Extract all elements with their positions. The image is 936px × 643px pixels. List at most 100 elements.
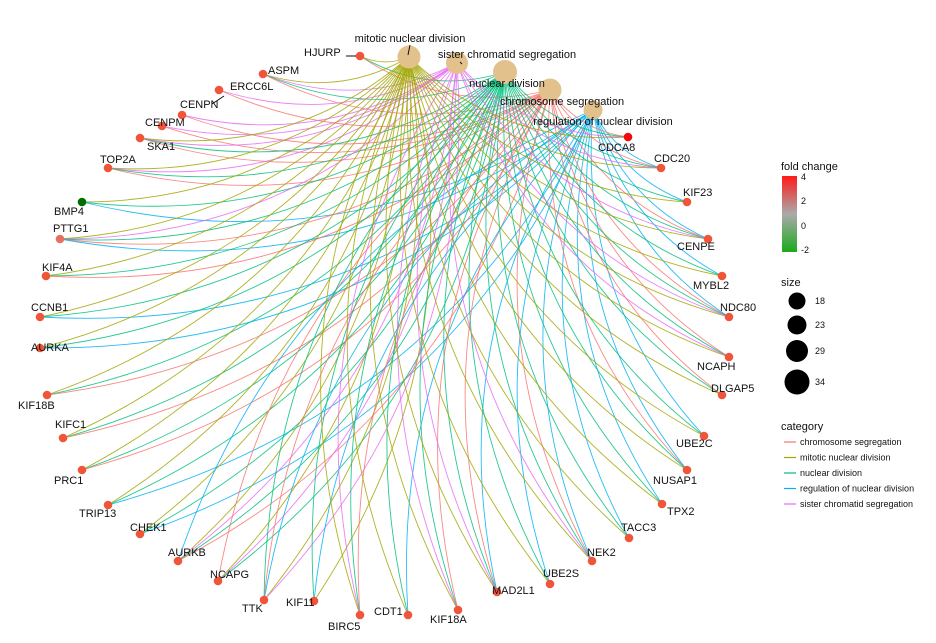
edge-ttk-nuclear [263, 71, 506, 601]
gene-node-cenpe [703, 234, 713, 244]
gene-node-chek1 [135, 529, 145, 539]
gene-node-ndc80 [724, 312, 734, 322]
gene-node-top2a [103, 163, 113, 173]
edge-ska1-mitotic [139, 56, 410, 142]
gene-label-ercc6l: ERCC6L [230, 81, 273, 93]
edge-mybl2-mitotic [408, 56, 723, 277]
edge-birc5-nuclear [350, 71, 506, 616]
gene-label-top2a: TOP2A [100, 154, 137, 166]
gene-label-ccnb1: CCNB1 [31, 302, 68, 314]
gene-node-tacc3 [624, 533, 634, 543]
edge-pttg1-mitotic [59, 56, 410, 240]
gene-node-cdca8 [623, 132, 633, 142]
gene-node-hjurp [355, 51, 365, 61]
edge-ttk-sister [263, 62, 460, 601]
edge-aurkb-nuclear [177, 71, 506, 562]
edge-ube2c-mitotic [408, 56, 705, 437]
gene-label-ttk: TTK [242, 603, 263, 615]
edge-cdca8-nuclear [504, 71, 629, 138]
edge-ska1-sister [139, 62, 458, 146]
edge-ncaph-nuclear [504, 71, 730, 358]
gene-label-leader [211, 95, 225, 105]
edge-nek2-mitotic [406, 56, 593, 562]
edge-kif4a-nuclear [45, 71, 506, 277]
edge-cdc20-sister [456, 62, 662, 169]
edge-ndc80-sister [456, 62, 730, 318]
edge-kif11-mitotic [313, 56, 432, 602]
edge-top2a-mitotic [107, 56, 410, 170]
gene-label-kifc1: KIFC1 [55, 419, 86, 431]
edge-ccnb1-mitotic [39, 56, 410, 318]
edge-top2a-nuclear [107, 71, 506, 178]
edge-ndc80-mitotic [408, 56, 730, 318]
gene-label-cenpe: CENPE [677, 241, 715, 253]
edge-tacc3-regulation [561, 109, 630, 539]
size-legend-dot [784, 369, 810, 395]
edge-hjurp-chromo [359, 55, 551, 98]
term-node-sister [446, 52, 468, 74]
term-label-mitotic: mitotic nuclear division [355, 33, 466, 45]
term-label-leader [459, 61, 463, 65]
term-label-leader [407, 44, 411, 56]
gene-label-ndc80: NDC80 [720, 302, 756, 314]
edge-ccnb1-nuclear [39, 71, 506, 318]
edge-mybl2-nuclear [504, 71, 723, 277]
gene-label-cdca8: CDCA8 [598, 142, 635, 154]
fold-change-tick: 0 [801, 221, 806, 231]
gene-label-cenpn: CENPN [180, 99, 219, 111]
edge-kif18a-mitotic [369, 56, 459, 611]
gene-node-ncapg [213, 576, 223, 586]
gene-label-ube2c: UBE2C [676, 438, 713, 450]
term-node-mitotic [397, 45, 421, 69]
gene-label-ube2s: UBE2S [543, 568, 579, 580]
gene-node-ube2c [699, 431, 709, 441]
edge-chek1-regulation [139, 109, 594, 535]
edge-cdca8-sister [456, 62, 629, 138]
category-legend-title: category [781, 421, 824, 433]
category-legend-label-sister: sister chromatid segregation [800, 499, 913, 509]
edge-pttg1-sister [59, 62, 458, 240]
edge-nusap1-nuclear [504, 71, 688, 471]
gene-label-dlgap5: DLGAP5 [711, 383, 754, 395]
edge-prc1-mitotic [81, 56, 410, 471]
edge-kif18b-nuclear [46, 71, 506, 396]
gene-label-nusap1: NUSAP1 [653, 475, 697, 487]
size-legend-value: 29 [815, 346, 825, 356]
gene-label-ncaph: NCAPH [697, 361, 736, 373]
edge-mad2l1-nuclear [443, 71, 506, 593]
edge-cdc20-nuclear [504, 71, 662, 169]
gene-label-aspm: ASPM [268, 65, 299, 77]
gene-label-nek2: NEK2 [587, 547, 616, 559]
edge-aurka-nuclear [39, 71, 506, 349]
gene-node-nek2 [587, 556, 597, 566]
edge-ska1-nuclear [139, 71, 506, 153]
fold-change-tick: 4 [801, 172, 806, 182]
size-legend-value: 34 [815, 377, 825, 387]
edge-aurkb-regulation [177, 109, 594, 562]
edge-ska1-chromo [139, 89, 551, 163]
edge-nek2-nuclear [485, 71, 593, 562]
term-label-chromo: chromosome segregation [500, 96, 624, 108]
gene-node-aurka [35, 343, 45, 353]
edge-trip13-regulation [107, 109, 594, 506]
edge-ube2c-nuclear [504, 71, 705, 437]
gene-label-kif18a: KIF18A [430, 614, 467, 626]
edge-ccnb1-regulation [39, 109, 594, 319]
edge-ndc80-nuclear [504, 71, 730, 318]
gene-node-mad2l1 [492, 587, 502, 597]
gene-label-ncapg: NCAPG [210, 569, 249, 581]
gene-node-tpx2 [657, 499, 667, 509]
edge-cenpe-nuclear [504, 71, 709, 240]
gene-label-kif23: KIF23 [683, 187, 712, 199]
fold-change-colorbar [782, 176, 797, 252]
edge-dlgap5-chromo [549, 89, 723, 396]
label-layer: mitotic nuclear division sister chromatid… [18, 33, 756, 633]
edge-nusap1-regulation [586, 109, 688, 471]
fold-change-legend-title: fold change [781, 161, 838, 173]
edge-cdt1-mitotic [346, 56, 410, 616]
term-node-chromo [538, 78, 562, 102]
edge-tacc3-mitotic [408, 56, 630, 539]
edge-ncapg-mitotic [217, 56, 412, 582]
gene-label-cdt1: CDT1 [374, 606, 403, 618]
edge-layer [39, 55, 730, 616]
